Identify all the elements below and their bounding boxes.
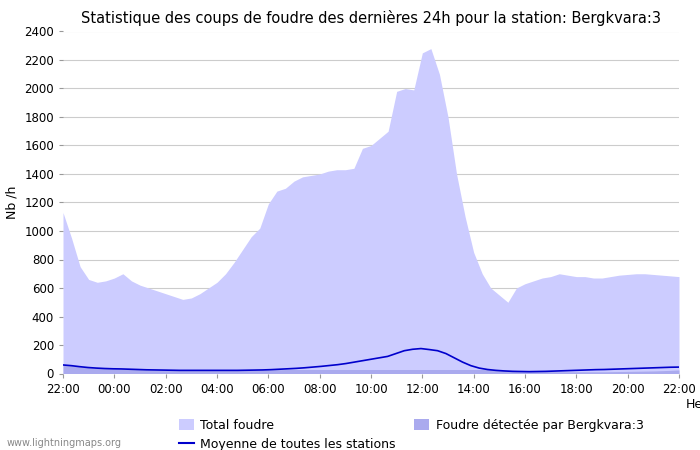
Legend: Total foudre, Moyenne de toutes les stations, Foudre détectée par Bergkvara:3: Total foudre, Moyenne de toutes les stat… — [174, 414, 649, 450]
Title: Statistique des coups de foudre des dernières 24h pour la station: Bergkvara:3: Statistique des coups de foudre des dern… — [81, 10, 661, 26]
Text: Heure: Heure — [686, 399, 700, 411]
Y-axis label: Nb /h: Nb /h — [6, 186, 19, 219]
Text: www.lightningmaps.org: www.lightningmaps.org — [7, 438, 122, 448]
